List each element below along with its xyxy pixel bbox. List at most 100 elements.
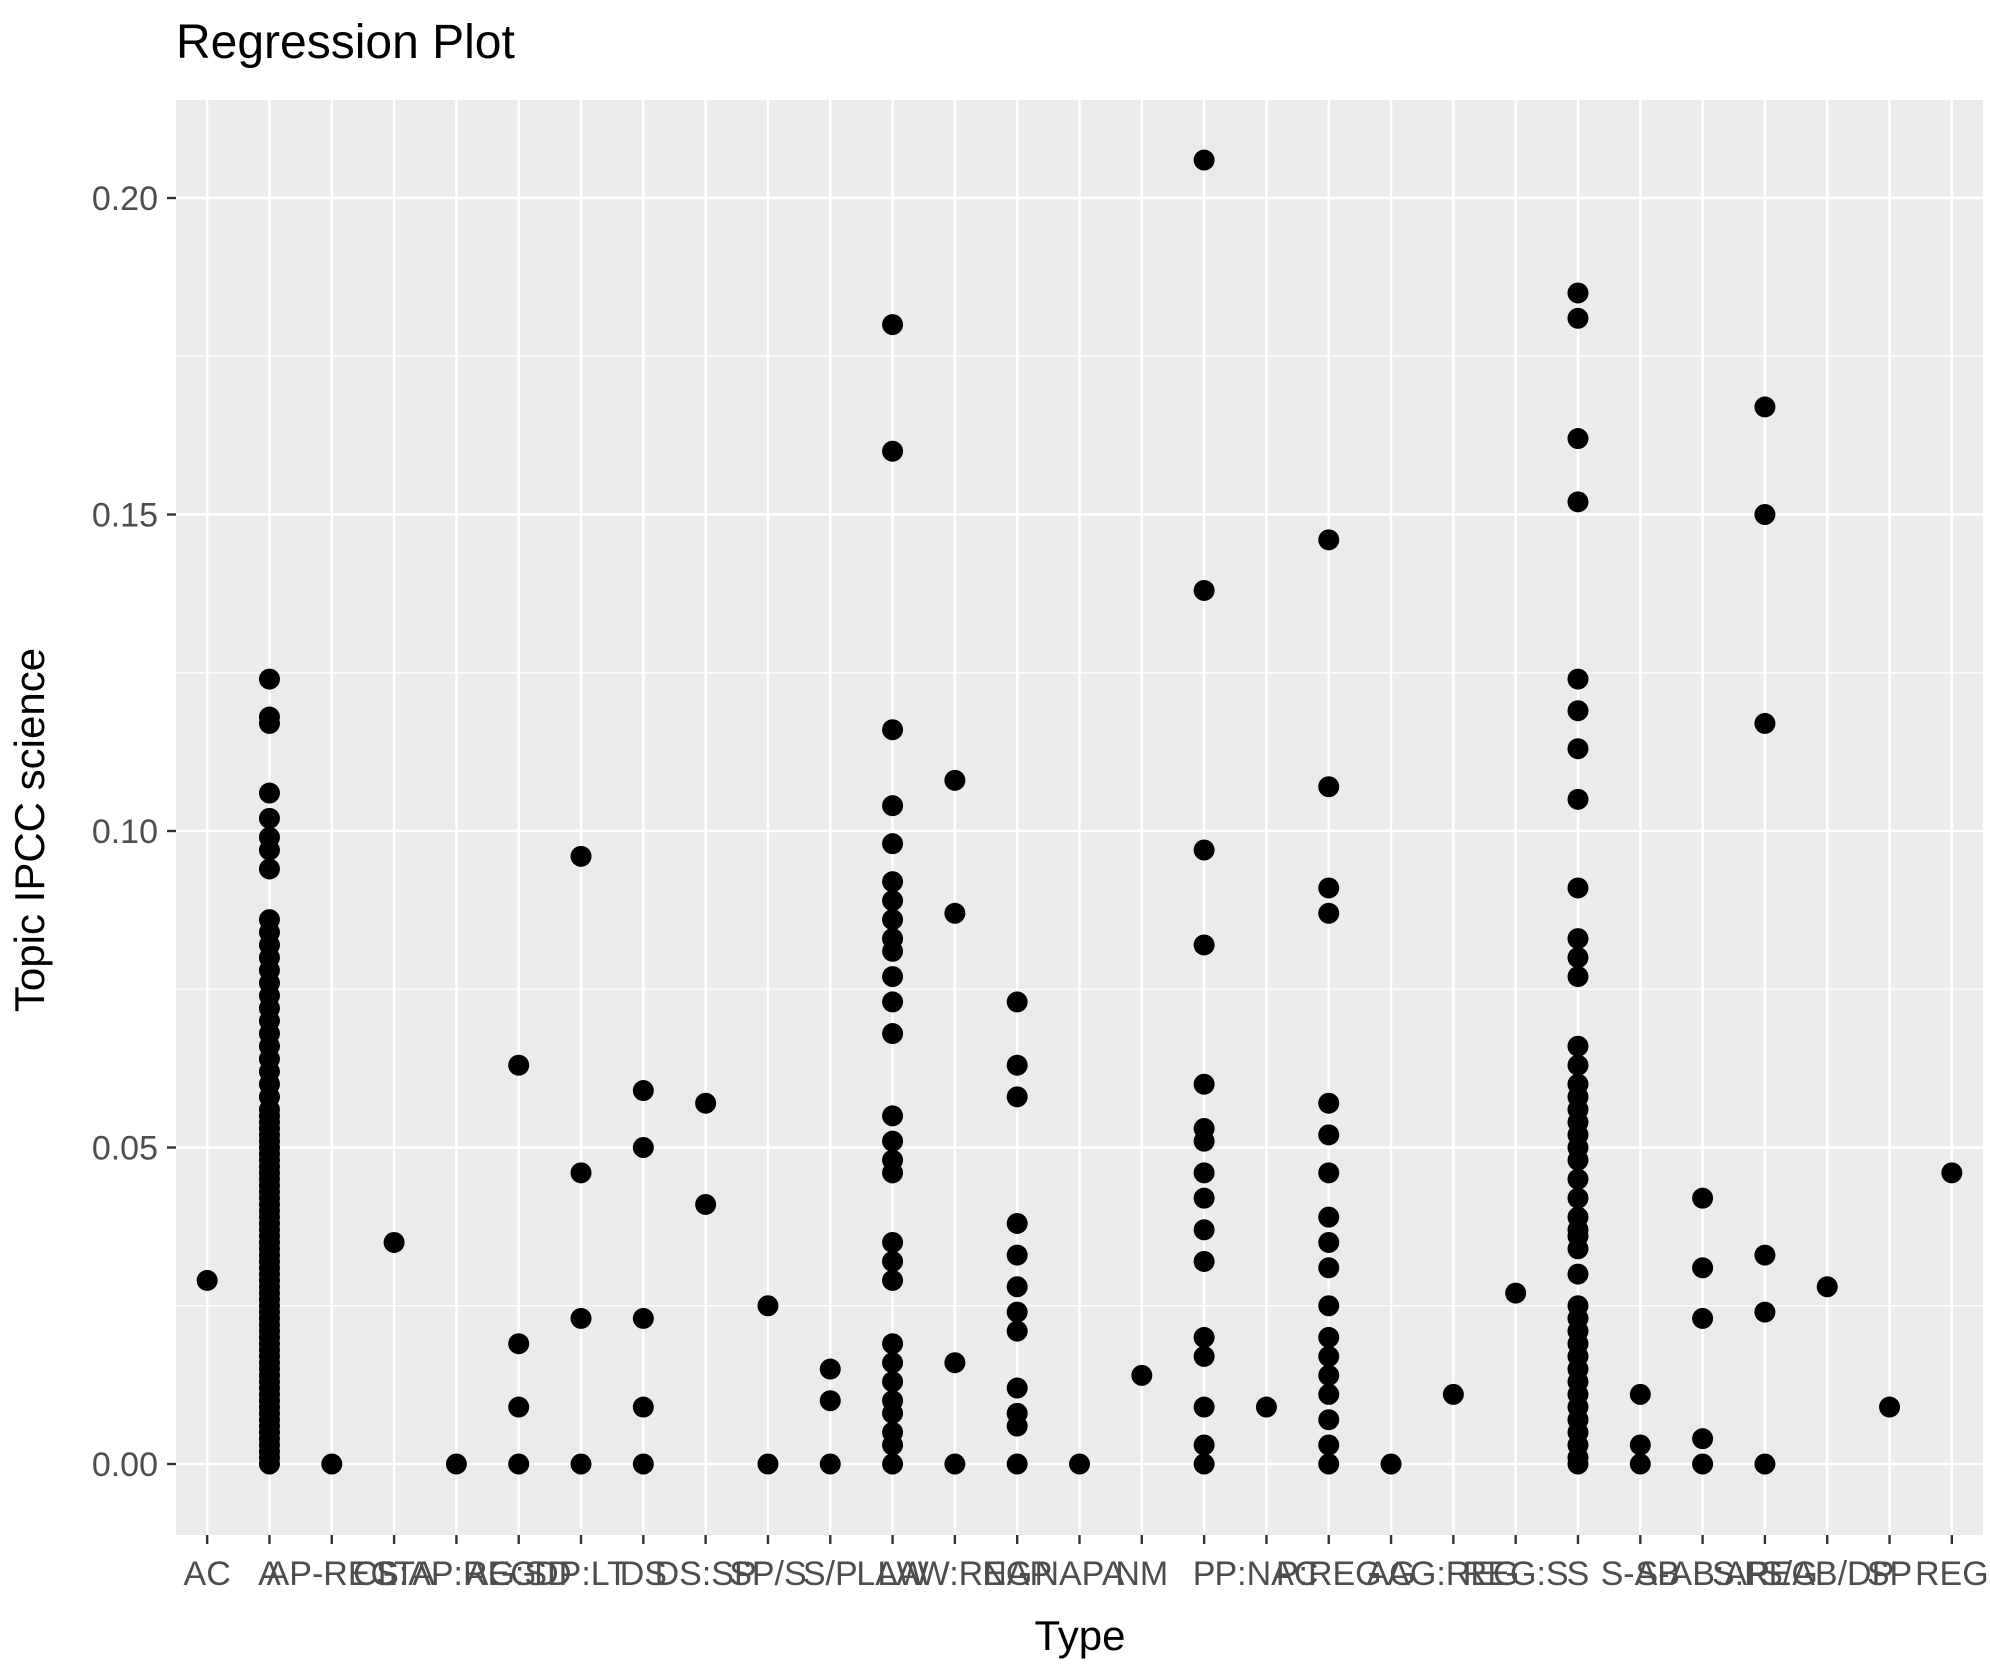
data-point (1131, 1364, 1153, 1386)
data-point (1006, 991, 1028, 1013)
data-point (1006, 1415, 1028, 1437)
data-point (1754, 1301, 1776, 1323)
x-tick-label: SP (1867, 1555, 1912, 1593)
data-point (1567, 428, 1589, 450)
data-point (632, 1453, 654, 1475)
data-point (695, 1193, 717, 1215)
x-tick-label: S-AB (1601, 1555, 1680, 1593)
data-point (1754, 396, 1776, 418)
data-point (1567, 1453, 1589, 1475)
data-point (1006, 1301, 1028, 1323)
x-tick-label: LAW (856, 1555, 928, 1593)
data-point (1567, 928, 1589, 950)
y-tick-label: 0.20 (92, 180, 158, 218)
x-tick-label: S:AP:REG (376, 1555, 537, 1593)
data-point (1567, 1149, 1589, 1171)
data-point (1318, 529, 1340, 551)
data-point (1318, 1092, 1340, 1114)
data-point (1318, 1295, 1340, 1317)
data-point (1193, 1219, 1215, 1241)
axis-tick-marks (167, 196, 1954, 1544)
data-point (570, 1453, 592, 1475)
data-point (882, 440, 904, 462)
data-point (1193, 1073, 1215, 1095)
data-point (1380, 1453, 1402, 1475)
data-point (258, 712, 280, 734)
data-point (1567, 282, 1589, 304)
data-point (882, 1352, 904, 1374)
data-point (1006, 1244, 1028, 1266)
x-tick-label: S/P (803, 1555, 858, 1593)
x-tick-label: P (1193, 1555, 1216, 1593)
data-point (1567, 668, 1589, 690)
y-tick-label: 0.00 (92, 1446, 158, 1484)
data-point (882, 940, 904, 962)
data-point (882, 871, 904, 893)
data-point (1629, 1453, 1651, 1475)
x-tick-label: AG (1366, 1555, 1415, 1593)
data-point (1567, 788, 1589, 810)
data-point (882, 314, 904, 336)
x-tick-label: S:REG (1712, 1555, 1818, 1593)
data-point (1442, 1383, 1464, 1405)
data-point (1567, 1168, 1589, 1190)
x-tick-label: NAP (982, 1555, 1052, 1593)
data-point (1567, 738, 1589, 760)
data-point (882, 1434, 904, 1456)
data-point (1006, 1054, 1028, 1076)
data-point (632, 1137, 654, 1158)
data-point (1318, 1364, 1340, 1386)
x-tick-label: S (1567, 1555, 1590, 1593)
x-tick-label: DS (620, 1555, 667, 1593)
data-point (944, 1453, 966, 1475)
x-tick-label: S-AB:AP (1636, 1555, 1770, 1593)
x-tick-label: LAW:REG (877, 1555, 1032, 1593)
data-point (1318, 776, 1340, 798)
data-point (445, 1453, 467, 1475)
data-point (1193, 1434, 1215, 1456)
data-point (882, 795, 904, 817)
data-point (1193, 579, 1215, 601)
x-tick-label: NM (1115, 1555, 1168, 1593)
data-point (1629, 1383, 1651, 1405)
x-axis-title: Type (1034, 1612, 1125, 1659)
data-point (1006, 1320, 1028, 1342)
data-point (1567, 1054, 1589, 1076)
data-point (1069, 1453, 1090, 1475)
data-point (1193, 1453, 1215, 1475)
data-point (882, 1402, 904, 1424)
data-point (1692, 1187, 1714, 1209)
x-tick-label: AG:REG (1387, 1555, 1519, 1593)
data-point (819, 1390, 841, 1412)
data-point (1318, 1231, 1340, 1253)
data-point (1193, 149, 1215, 171)
data-point (570, 1307, 592, 1329)
data-point (819, 1453, 841, 1475)
data-point (1193, 1250, 1215, 1272)
data-point (882, 1250, 904, 1272)
data-point (1193, 1187, 1215, 1209)
data-point (882, 719, 904, 741)
data-point (1318, 1409, 1340, 1431)
x-tick-label: A (258, 1555, 281, 1593)
data-points-layer (196, 149, 1963, 1475)
data-point (1318, 1434, 1340, 1456)
data-point (258, 858, 280, 880)
data-point (258, 839, 280, 861)
data-point (1318, 1206, 1340, 1228)
y-tick-label: 0.05 (92, 1130, 158, 1168)
data-point (1318, 1162, 1340, 1184)
data-point (819, 1358, 841, 1380)
data-point (944, 1352, 966, 1374)
x-tick-label: AC (184, 1555, 231, 1593)
data-point (1941, 1162, 1963, 1184)
data-point (1567, 1035, 1589, 1057)
data-point (1754, 504, 1776, 525)
data-point (1318, 1345, 1340, 1367)
data-point (1692, 1257, 1714, 1279)
data-point (1006, 1212, 1028, 1234)
x-tick-label: REG (1915, 1555, 1989, 1593)
data-point (1567, 491, 1589, 513)
data-point (632, 1307, 654, 1329)
